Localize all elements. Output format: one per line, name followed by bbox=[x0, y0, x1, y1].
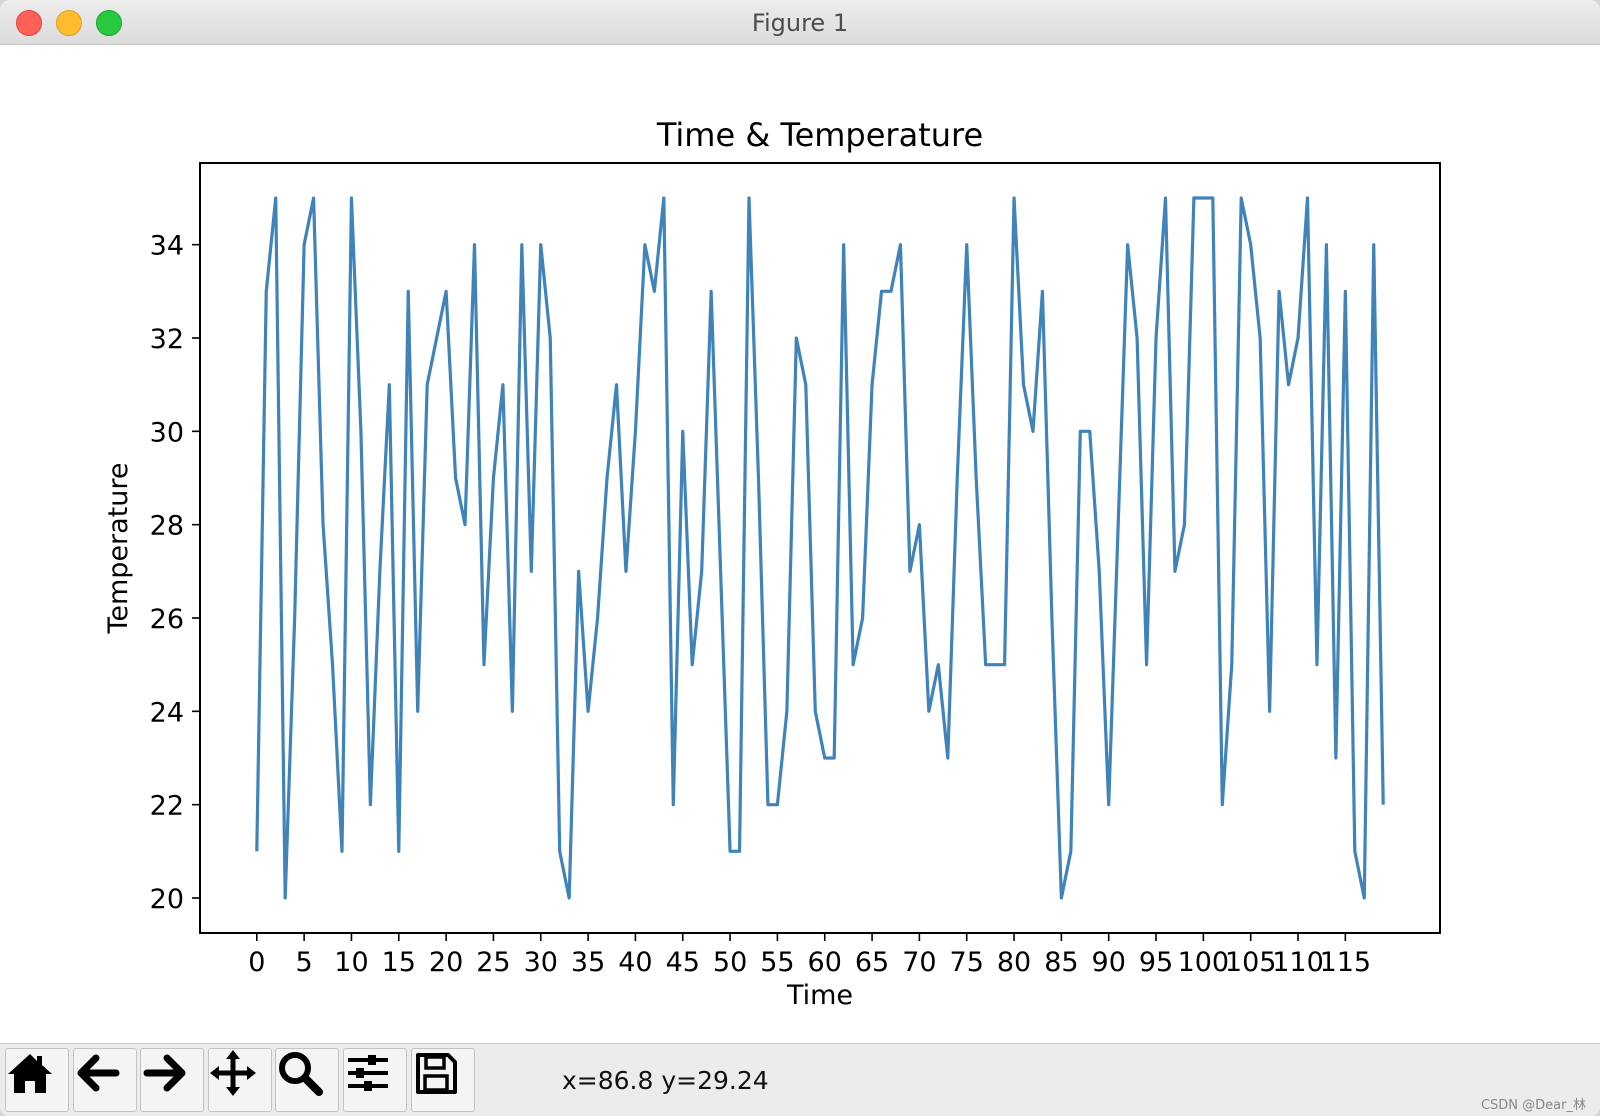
x-tick-label: 70 bbox=[902, 947, 936, 978]
arrow-right-icon bbox=[143, 1054, 186, 1092]
figure-canvas[interactable]: 0 5 10 15 20 25 30 35 40 45 50 55 60 65 70 75 80 85 90 95 10… bbox=[0, 45, 1600, 1043]
x-tick-label: 35 bbox=[571, 947, 605, 978]
x-tick-label: 60 bbox=[808, 947, 842, 978]
window-title: Figure 1 bbox=[751, 9, 849, 37]
y-tick-label: 34 bbox=[150, 231, 184, 262]
x-tick-label: 105 bbox=[1225, 947, 1277, 978]
back-button[interactable] bbox=[73, 1048, 137, 1112]
x-tick-label: 5 bbox=[296, 947, 313, 978]
x-tick-label: 10 bbox=[334, 947, 368, 978]
navigation-toolbar: x=86.8 y=29.24 CSDN @Dear_林 bbox=[0, 1043, 1600, 1116]
temperature-series-line bbox=[255, 196, 1385, 900]
x-tick-label: 30 bbox=[524, 947, 558, 978]
y-tick-label: 22 bbox=[150, 791, 184, 822]
close-button[interactable] bbox=[16, 10, 42, 36]
x-tick-label: 55 bbox=[760, 947, 794, 978]
x-tick-label: 0 bbox=[248, 947, 265, 978]
x-tick-label: 110 bbox=[1272, 947, 1324, 978]
x-tick-label: 25 bbox=[476, 947, 510, 978]
x-tick-label: 45 bbox=[666, 947, 700, 978]
x-tick-label: 95 bbox=[1139, 947, 1173, 978]
x-tick-label: 100 bbox=[1178, 947, 1230, 978]
x-tick-label: 80 bbox=[997, 947, 1031, 978]
x-tick-label: 15 bbox=[382, 947, 416, 978]
zoom-window-button[interactable] bbox=[96, 10, 122, 36]
x-tick-label: 50 bbox=[713, 947, 747, 978]
subplots-button[interactable] bbox=[343, 1048, 407, 1112]
save-icon bbox=[416, 1053, 457, 1094]
pan-icon bbox=[210, 1050, 256, 1096]
subplots-icon bbox=[348, 1055, 388, 1091]
x-tick-label: 65 bbox=[855, 947, 889, 978]
chart-title: Time & Temperature bbox=[656, 116, 983, 154]
y-tick-label: 30 bbox=[150, 417, 184, 448]
home-icon bbox=[8, 1054, 52, 1093]
x-tick-label: 115 bbox=[1320, 947, 1372, 978]
y-tick-label: 20 bbox=[150, 884, 184, 915]
x-tick-label: 90 bbox=[1092, 947, 1126, 978]
y-tick-label: 26 bbox=[150, 604, 184, 635]
zoom-icon bbox=[279, 1052, 323, 1096]
x-axis-label: Time bbox=[786, 980, 853, 1011]
x-tick-label: 85 bbox=[1044, 947, 1078, 978]
save-button[interactable] bbox=[411, 1048, 475, 1112]
x-tick-label: 20 bbox=[429, 947, 463, 978]
home-button[interactable] bbox=[5, 1048, 69, 1112]
axes-frame bbox=[199, 162, 1441, 934]
y-axis-label: Temperature bbox=[103, 462, 134, 634]
minimize-button[interactable] bbox=[56, 10, 82, 36]
title-bar[interactable]: Figure 1 bbox=[0, 0, 1600, 45]
forward-button[interactable] bbox=[140, 1048, 204, 1112]
line-chart[interactable]: 0 5 10 15 20 25 30 35 40 45 50 55 60 65 70 75 80 85 90 95 10… bbox=[0, 45, 1600, 1043]
x-tick-label: 75 bbox=[950, 947, 984, 978]
pan-button[interactable] bbox=[208, 1048, 272, 1112]
y-tick-label: 24 bbox=[150, 697, 184, 728]
arrow-left-icon bbox=[77, 1054, 120, 1092]
cursor-coordinates: x=86.8 y=29.24 bbox=[562, 1066, 769, 1095]
y-tick-label: 32 bbox=[150, 324, 184, 355]
x-tick-label: 40 bbox=[618, 947, 652, 978]
y-tick-label: 28 bbox=[150, 511, 184, 542]
zoom-button[interactable] bbox=[275, 1048, 339, 1112]
watermark: CSDN @Dear_林 bbox=[1480, 1098, 1586, 1113]
